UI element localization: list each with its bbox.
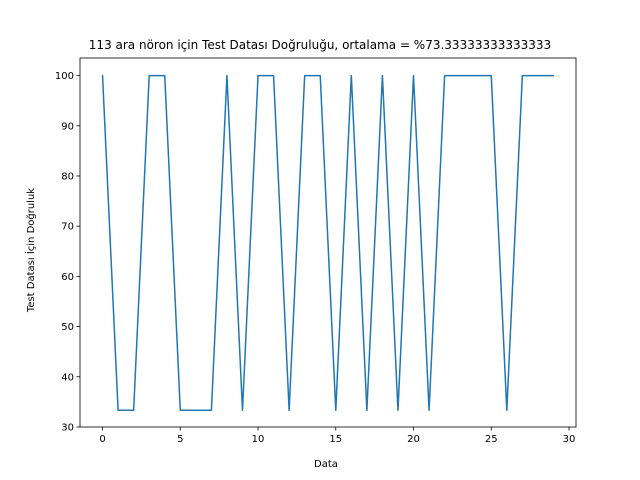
y-tick-label: 60 — [61, 272, 74, 283]
y-tick-label: 50 — [61, 322, 74, 333]
y-axis-label: Test Datası İçin Doğruluk — [24, 188, 37, 313]
x-axis-label: Data — [314, 459, 338, 470]
y-tick-label: 80 — [61, 171, 74, 182]
y-tick-label: 30 — [61, 423, 74, 434]
axes-frame — [79, 57, 577, 428]
series-line-0 — [101, 74, 555, 412]
x-tick-label: 5 — [177, 434, 183, 445]
x-tick-label: 0 — [99, 434, 105, 445]
x-tick-label: 10 — [252, 434, 265, 445]
x-tick-label: 25 — [485, 434, 498, 445]
chart-title: 113 ara nöron için Test Datası Doğruluğu… — [89, 38, 551, 52]
plot-area — [101, 74, 555, 412]
y-tick-label: 100 — [55, 71, 74, 82]
x-tick-label: 20 — [407, 434, 420, 445]
axes: 0 5 10 15 20 25 30 30 40 50 60 70 80 90 100 — [55, 57, 577, 445]
x-tick-label: 30 — [563, 434, 576, 445]
x-tick-label: 15 — [329, 434, 342, 445]
y-tick-label: 40 — [61, 372, 74, 383]
y-tick-label: 70 — [61, 222, 74, 233]
y-tick-label: 90 — [61, 121, 74, 132]
